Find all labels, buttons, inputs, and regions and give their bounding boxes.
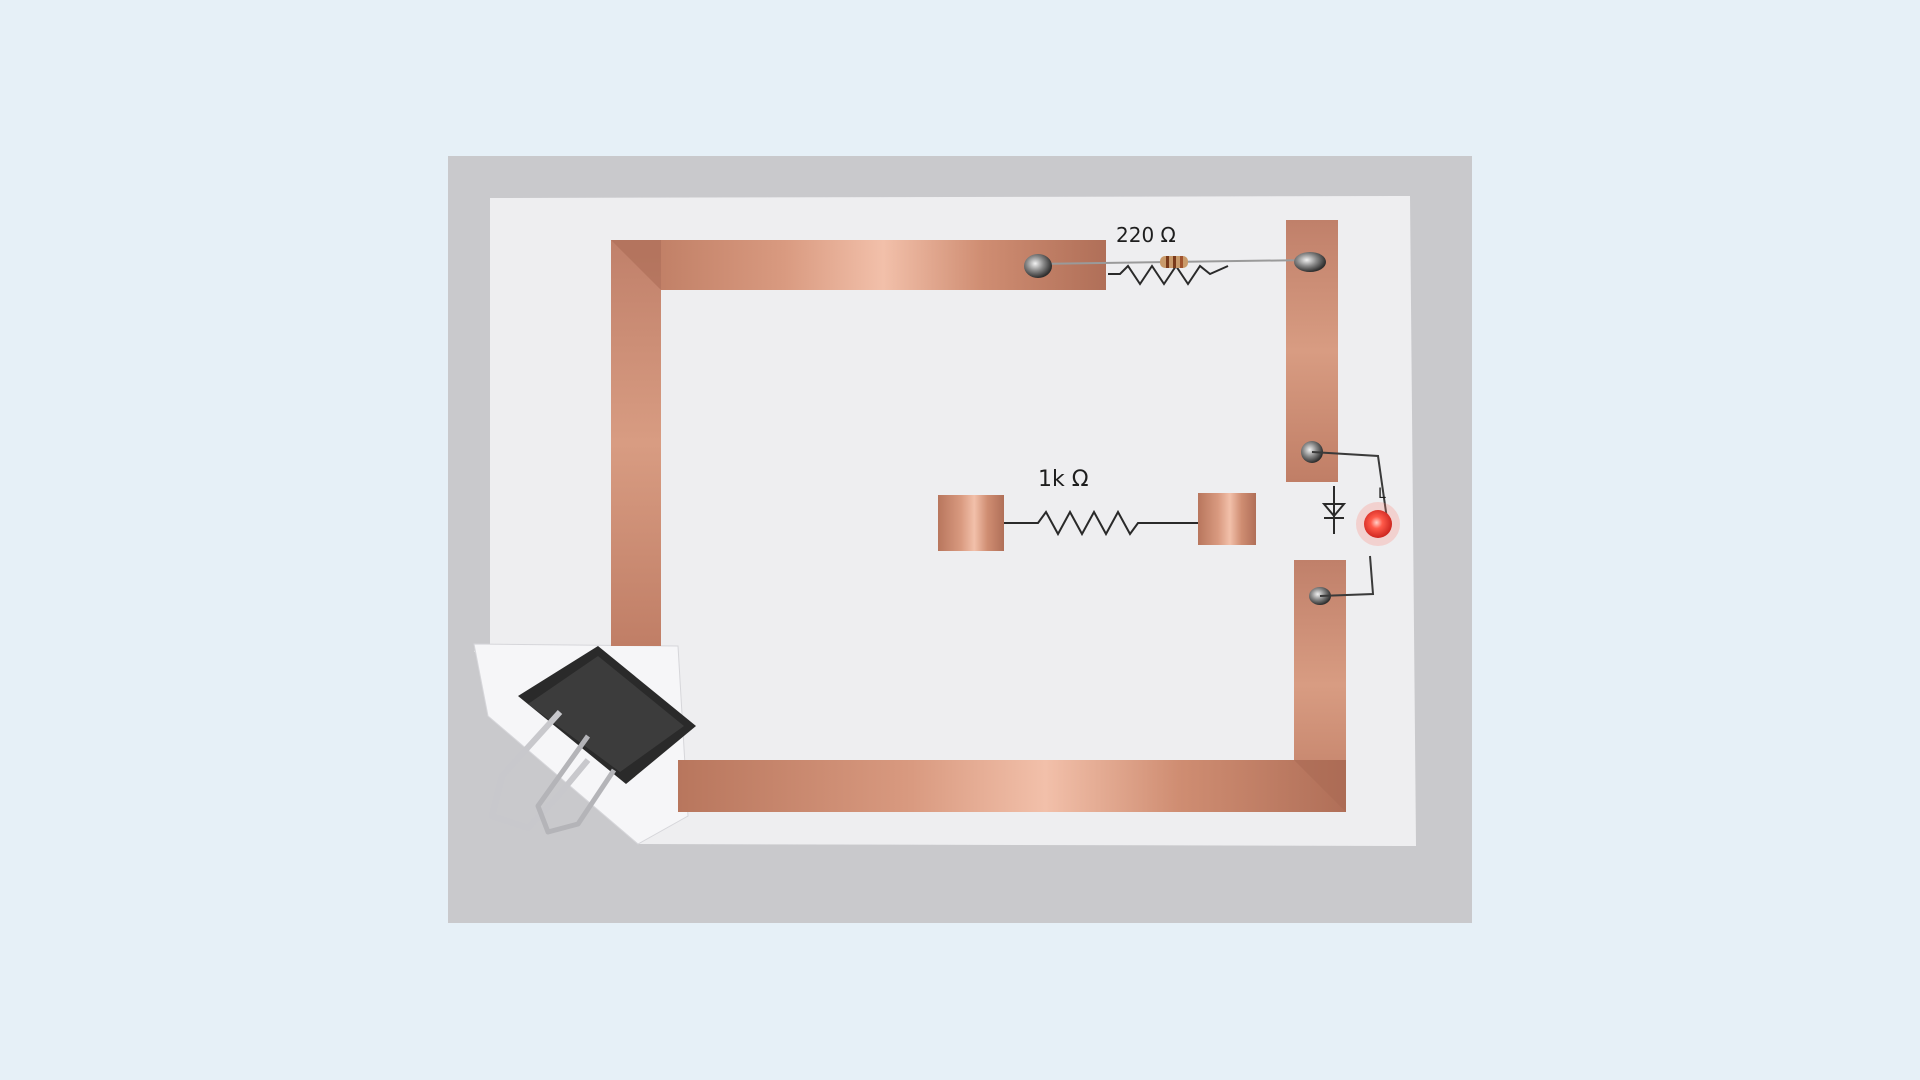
solder-joint [1294, 252, 1326, 272]
copper-track-bottom [678, 560, 1346, 812]
resistor-band [1173, 256, 1176, 268]
circuit-photo: 1k Ω 220 Ω L [448, 156, 1472, 923]
resistor-1k-drawing [1004, 509, 1198, 537]
solder-joint [1024, 254, 1052, 278]
resistor-band [1180, 256, 1183, 268]
copper-pad-right [1198, 493, 1256, 545]
resistor-220-drawing [1108, 264, 1229, 286]
copper-pad-left [938, 495, 1004, 551]
copper-track-left [611, 240, 1106, 646]
led-label: L [1378, 486, 1386, 502]
resistor-band [1166, 256, 1169, 268]
led-wire-top [1311, 451, 1389, 527]
led-wire-bottom [1319, 555, 1375, 597]
resistor-220-label: 220 Ω [1116, 223, 1176, 247]
red-led [1364, 510, 1392, 538]
resistor-1k-label: 1k Ω [1038, 467, 1089, 492]
diode-symbol [1321, 486, 1347, 534]
binder-clip [489, 646, 696, 835]
